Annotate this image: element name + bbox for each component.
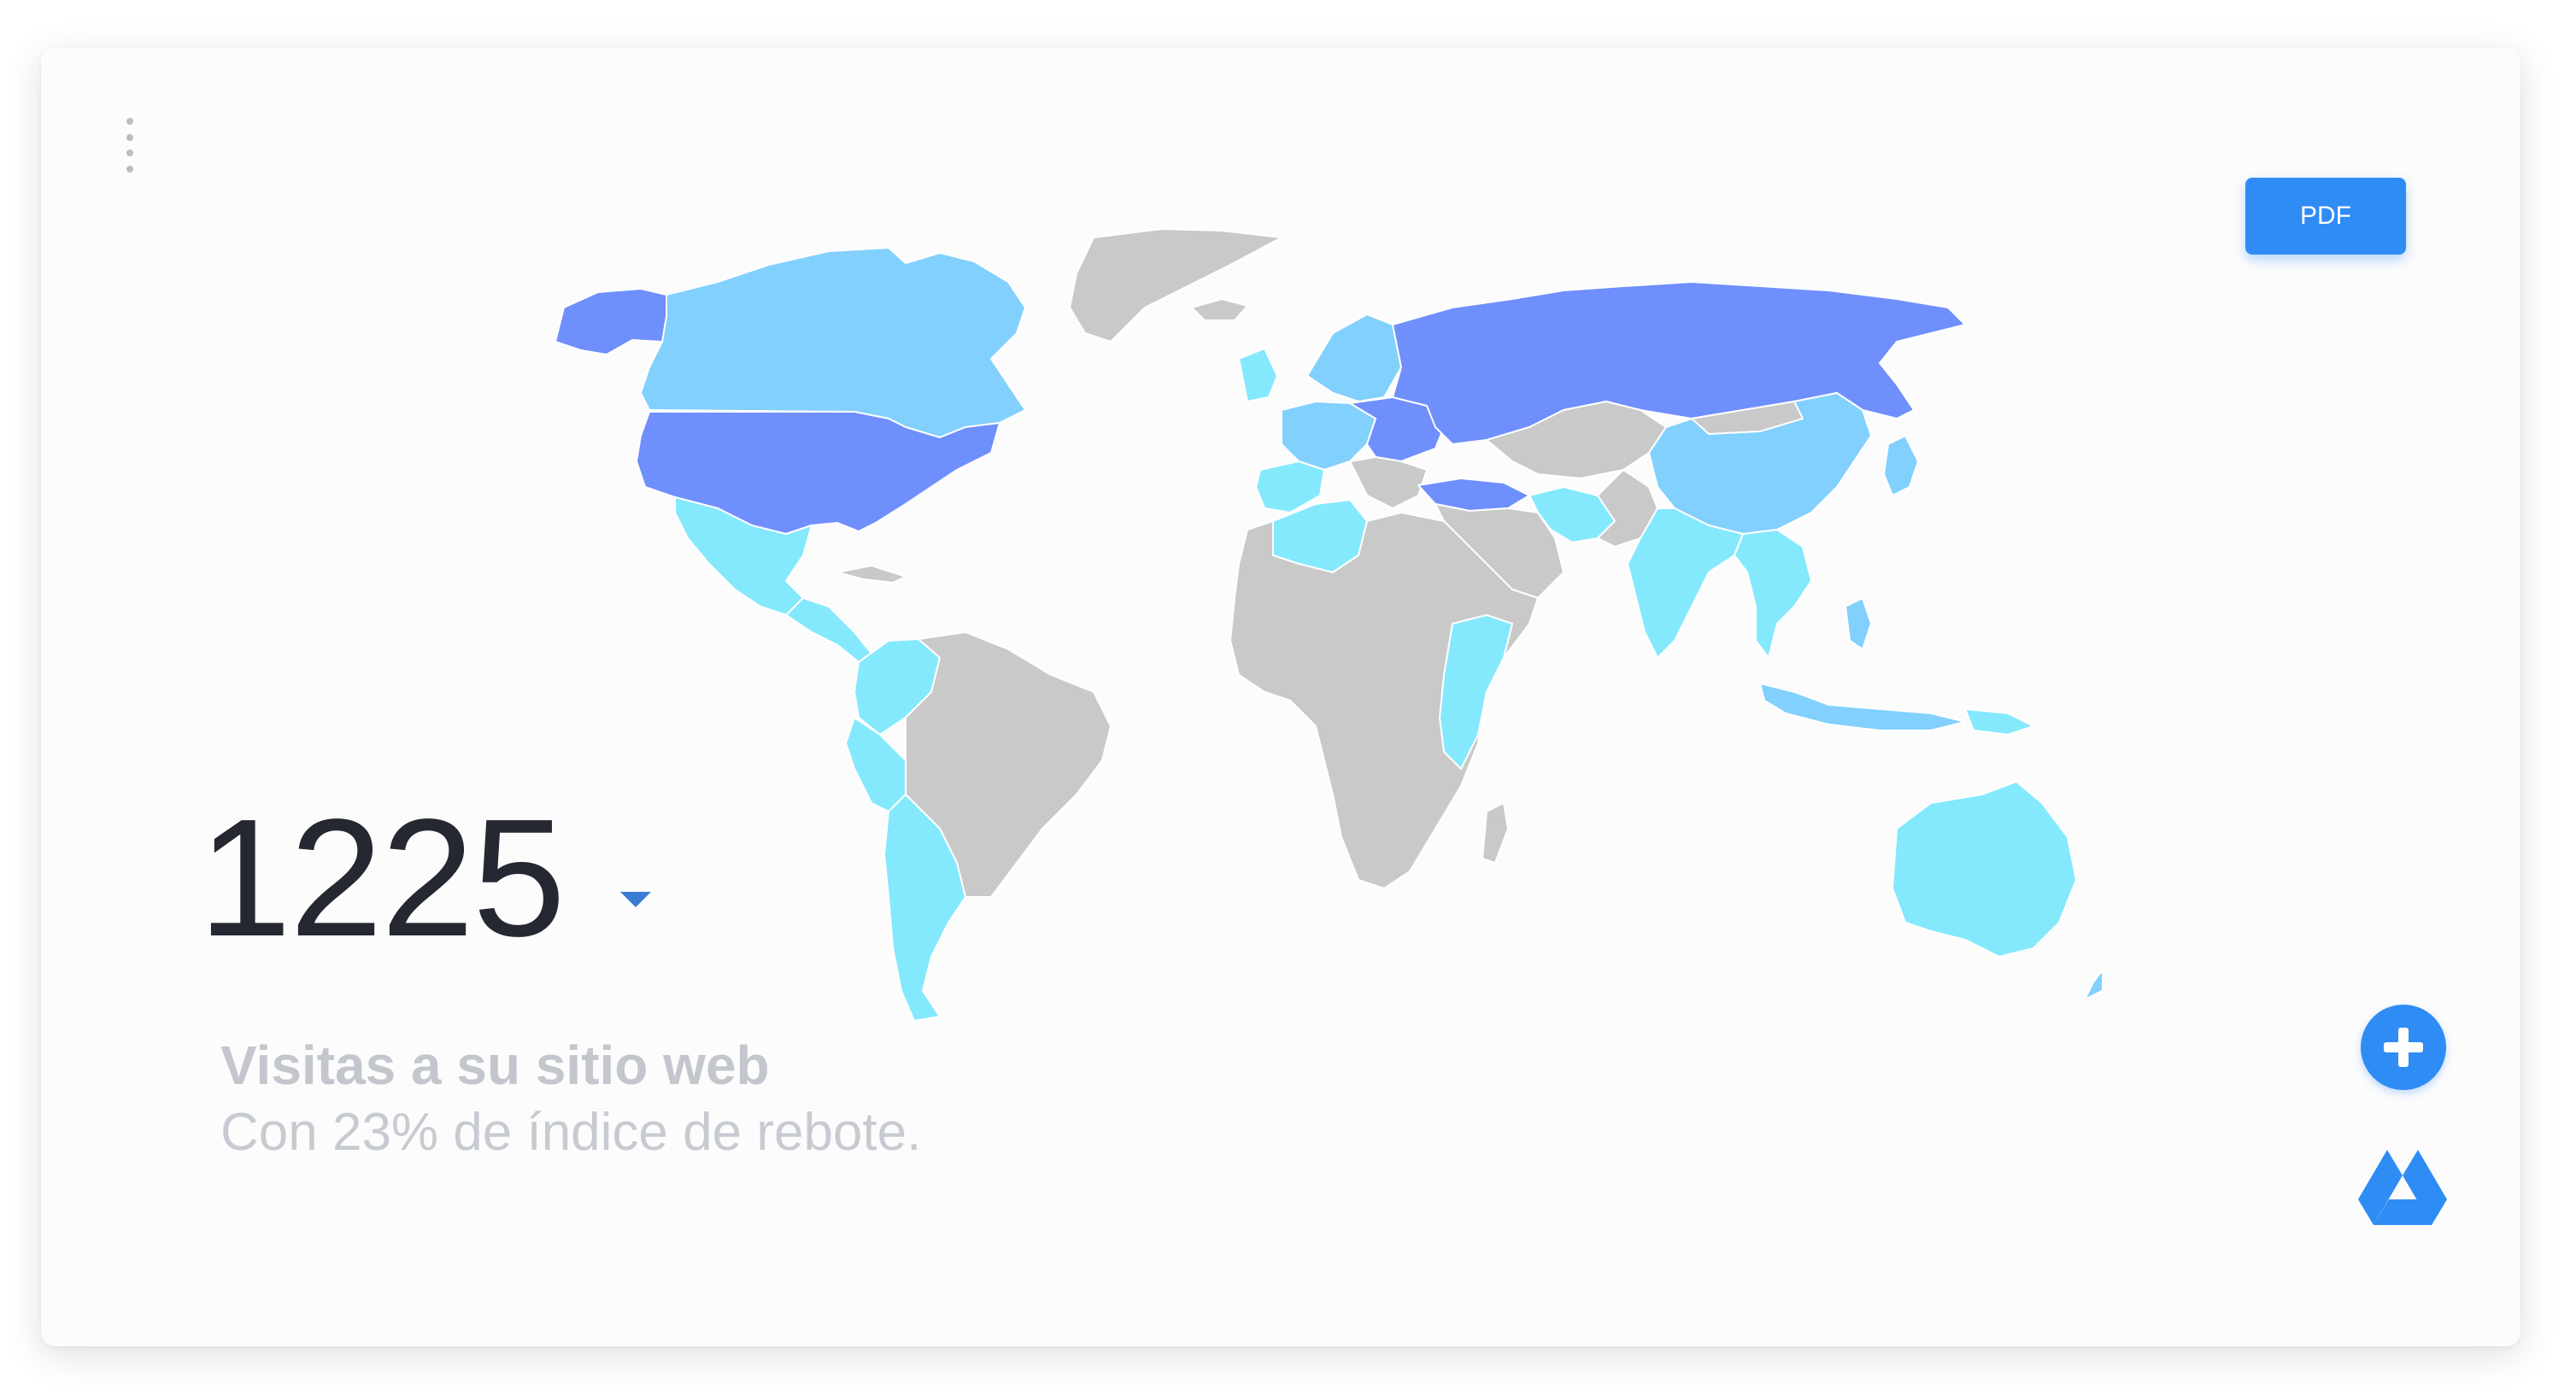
map-region-western-europe[interactable] — [1281, 401, 1376, 471]
map-country-australia[interactable] — [1892, 781, 2077, 958]
google-drive-icon[interactable] — [2356, 1146, 2449, 1228]
map-country-uk[interactable] — [1238, 348, 1278, 402]
map-country-new-zealand[interactable] — [2084, 940, 2102, 1000]
world-map — [555, 228, 2102, 1022]
map-region-indonesia[interactable] — [1759, 683, 1966, 731]
widget-subtitle: Con 23% de índice de rebote. — [220, 1103, 922, 1162]
map-region-southern-cone[interactable] — [883, 794, 966, 1022]
more-options-icon[interactable] — [113, 118, 147, 173]
map-country-turkey[interactable] — [1417, 478, 1530, 512]
visits-count: 1225 — [198, 784, 566, 971]
add-button[interactable] — [2361, 1005, 2446, 1090]
map-country-canada[interactable] — [640, 247, 1026, 438]
map-country-greenland[interactable] — [1069, 228, 1282, 343]
map-region-central-america[interactable] — [785, 597, 872, 663]
plus-icon — [2384, 1028, 2423, 1067]
map-country-usa[interactable] — [636, 411, 1000, 535]
export-pdf-button[interactable]: PDF — [2245, 178, 2406, 255]
map-region-scandinavia[interactable] — [1306, 314, 1402, 402]
map-country-india[interactable] — [1627, 507, 1744, 659]
widget-title: Visitas a su sitio web — [220, 1035, 770, 1096]
map-country-usa-alaska[interactable] — [555, 288, 667, 355]
map-region-balkans[interactable] — [1349, 456, 1428, 509]
map-region-east-africa[interactable] — [1439, 614, 1513, 770]
map-country-papua-new-guinea[interactable] — [1964, 708, 2034, 736]
caret-down-icon — [620, 892, 651, 907]
map-country-cuba[interactable] — [836, 565, 907, 583]
map-country-brazil[interactable] — [905, 631, 1112, 898]
map-country-iceland[interactable] — [1191, 298, 1248, 321]
map-region-andes-west[interactable] — [845, 717, 907, 812]
map-country-mongolia[interactable] — [1691, 401, 1804, 435]
map-country-madagascar[interactable] — [1482, 802, 1509, 864]
map-country-japan[interactable] — [1883, 435, 1919, 496]
map-region-africa[interactable] — [1229, 512, 1539, 889]
map-region-iberia[interactable] — [1255, 460, 1325, 513]
map-country-russia[interactable] — [1392, 281, 1966, 445]
map-region-southeast-asia[interactable] — [1734, 529, 1812, 659]
map-country-philippines[interactable] — [1845, 597, 1872, 650]
